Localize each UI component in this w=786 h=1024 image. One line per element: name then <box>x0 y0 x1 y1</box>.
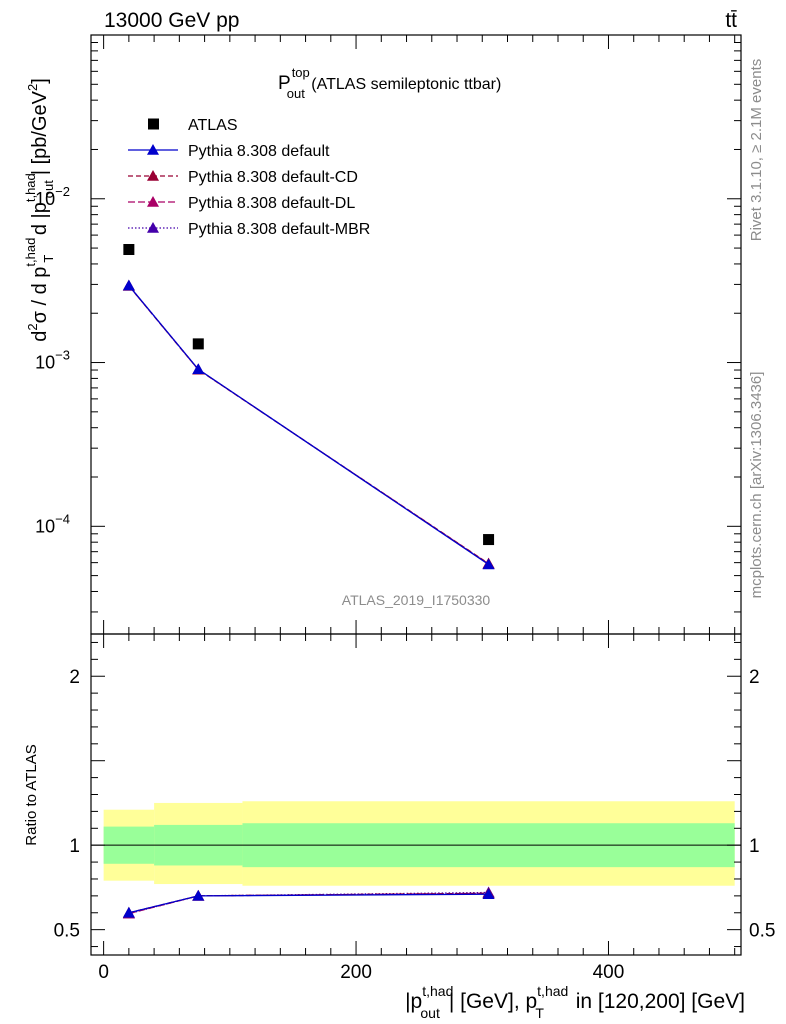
legend-label-3: Pythia 8.308 default-DL <box>188 195 355 212</box>
main-ytick-exp: −3 <box>55 348 70 363</box>
xtick-label: 200 <box>340 962 372 983</box>
main-ytick-label: 10−4 <box>35 511 70 536</box>
header-process: tt̄ <box>725 9 737 32</box>
title-main: P <box>278 73 291 94</box>
series-line-4 <box>128 285 489 565</box>
ratio-marker-0-0 <box>122 906 135 918</box>
ratio-line-2 <box>128 892 489 915</box>
ratio-ylabel: Ratio to ATLAS <box>23 744 40 845</box>
series-line-3 <box>128 285 489 565</box>
ratio-axes: 0.5 0.5 1 1 2 2 0 200 400 <box>54 634 775 983</box>
series-marker-1-2 <box>482 558 495 570</box>
main-ytick-exp: −2 <box>55 184 70 199</box>
x-axis-label: |pt,had out | [GeV], pt,had T in [120,200] … <box>405 983 745 1021</box>
ratio-ytick-label-right: 0.5 <box>749 921 775 942</box>
main-ytick-label: 10−2 <box>35 184 70 209</box>
ratio-ytick-label: 1 <box>69 836 80 857</box>
legend-label-0: ATLAS <box>188 117 238 134</box>
ratio-line-1 <box>128 892 489 914</box>
ratio-marker-0-1 <box>192 889 205 901</box>
ratio-ytick-label-right: 2 <box>749 667 760 688</box>
header-energy: 13000 GeV pp <box>104 9 239 32</box>
xtick-label: 0 <box>98 962 109 983</box>
legend-marker-0 <box>148 118 159 130</box>
ratio-frame <box>90 633 742 956</box>
legend-marker-2 <box>147 170 159 181</box>
legend-marker-4 <box>147 222 159 233</box>
data-point-0 <box>123 244 135 256</box>
ratio-panel <box>90 633 742 956</box>
legend-label-2: Pythia 8.308 default-CD <box>188 169 358 186</box>
rivet-label: Rivet 3.1.10, ≥ 2.1M events <box>748 59 765 242</box>
main-ytick-label: 10−3 <box>35 348 70 373</box>
legend-marker-3 <box>147 196 159 207</box>
data-point-2 <box>483 534 495 546</box>
title-rest: (ATLAS semileptonic ttbar) <box>307 76 501 93</box>
ratio-series-group <box>122 886 495 919</box>
ratio-ytick-label: 2 <box>69 667 80 688</box>
main-series-group <box>122 244 495 570</box>
analysis-id: ATLAS_2019_I1750330 <box>342 592 491 608</box>
legend-label-4: Pythia 8.308 default-MBR <box>188 221 370 238</box>
xtick-label: 400 <box>593 962 625 983</box>
plot-title: Ptop out (ATLAS semileptonic ttbar) <box>278 65 501 101</box>
main-ytick-base: 10 <box>35 353 55 373</box>
ratio-line-0 <box>128 893 489 914</box>
title-sub: out <box>287 86 305 101</box>
legend-marker-1 <box>147 144 159 155</box>
title-sup: top <box>292 65 310 80</box>
main-ytick-exp: −4 <box>55 511 70 526</box>
main-ytick-base: 10 <box>35 189 55 209</box>
ratio-ytick-label-right: 1 <box>749 836 760 857</box>
series-line-2 <box>128 285 489 565</box>
main-ytick-base: 10 <box>35 516 55 536</box>
ratio-ytick-label: 0.5 <box>54 921 80 942</box>
series-marker-1-0 <box>122 279 135 291</box>
mcplots-label: mcplots.cern.ch [arXiv:1306.3436] <box>748 372 765 599</box>
main-axes: 10−210−310−4 <box>35 34 741 634</box>
series-line-1 <box>128 285 489 565</box>
ratio-marker-0-2 <box>482 888 495 899</box>
legend-label-1: Pythia 8.308 default <box>188 143 330 160</box>
series-marker-1-1 <box>192 363 205 375</box>
legend: ATLAS Pythia 8.308 default Pythia 8.308 de… <box>128 117 370 238</box>
data-point-1 <box>192 338 204 350</box>
main-ylabel: d2σ / d pt,had T d |pt,had out| [pb/GeV2] <box>23 78 56 342</box>
